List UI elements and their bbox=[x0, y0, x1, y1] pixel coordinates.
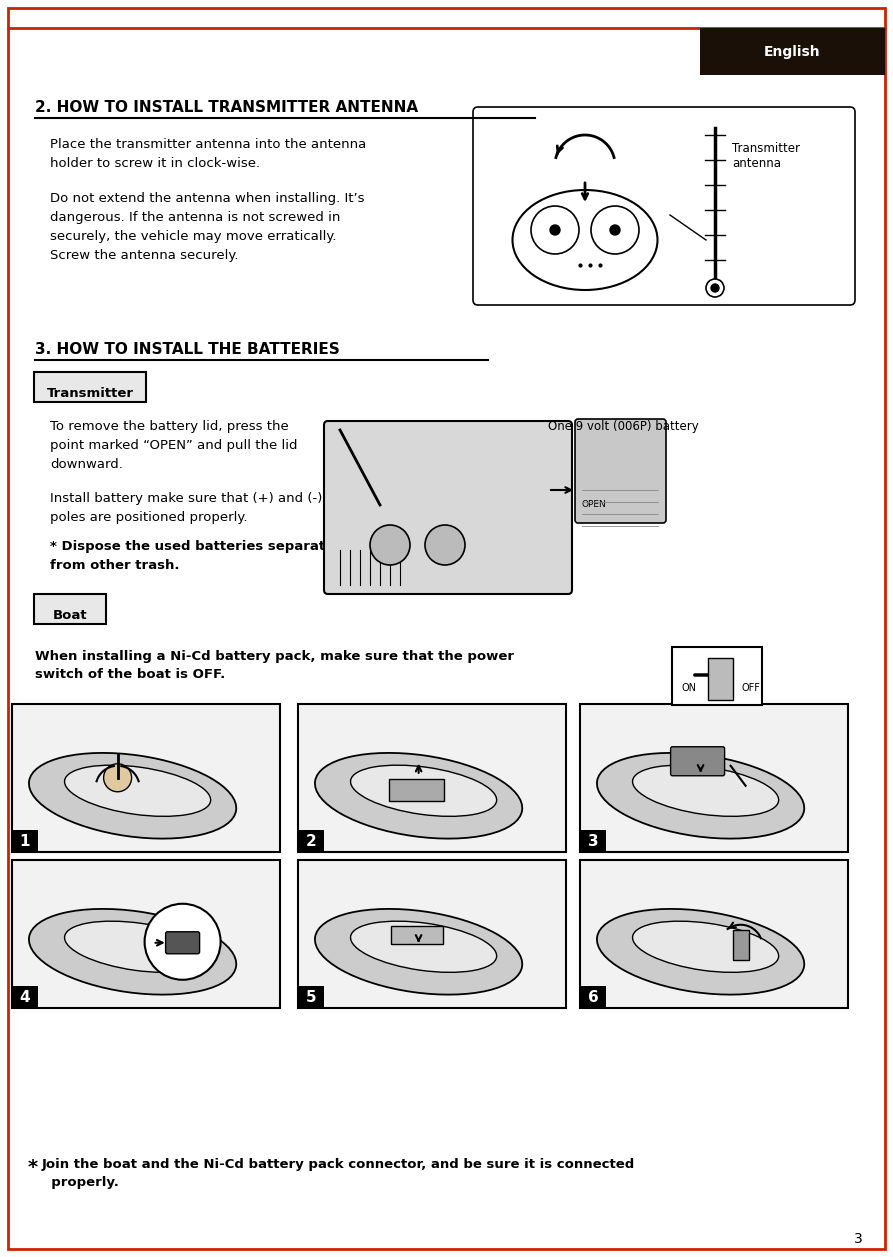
Text: English: English bbox=[764, 45, 821, 59]
Text: Install battery make sure that (+) and (-)
poles are positioned properly.: Install battery make sure that (+) and (… bbox=[50, 491, 322, 524]
Text: Transmitter
antenna: Transmitter antenna bbox=[732, 142, 800, 170]
Bar bbox=[700, 28, 885, 75]
Text: 3: 3 bbox=[588, 833, 598, 848]
Text: 5: 5 bbox=[305, 989, 316, 1004]
FancyBboxPatch shape bbox=[165, 931, 200, 954]
Bar bbox=[298, 860, 566, 1008]
Ellipse shape bbox=[64, 766, 211, 816]
FancyBboxPatch shape bbox=[34, 595, 106, 623]
Text: Boat: Boat bbox=[53, 608, 88, 622]
Circle shape bbox=[591, 206, 639, 254]
Ellipse shape bbox=[597, 909, 805, 994]
Ellipse shape bbox=[632, 766, 779, 816]
Circle shape bbox=[610, 225, 620, 235]
Bar bbox=[580, 985, 606, 1008]
Ellipse shape bbox=[351, 766, 497, 816]
FancyBboxPatch shape bbox=[34, 372, 146, 402]
Bar bbox=[732, 930, 748, 960]
Circle shape bbox=[550, 225, 560, 235]
Text: * Dispose the used batteries separately
from other trash.: * Dispose the used batteries separately … bbox=[50, 541, 347, 572]
FancyBboxPatch shape bbox=[671, 747, 724, 776]
Text: OPEN: OPEN bbox=[582, 500, 606, 509]
Bar bbox=[390, 925, 443, 944]
Bar bbox=[580, 830, 606, 852]
Circle shape bbox=[531, 206, 579, 254]
Bar bbox=[12, 830, 38, 852]
Text: 2: 2 bbox=[305, 833, 316, 848]
Ellipse shape bbox=[315, 753, 522, 838]
Bar bbox=[672, 647, 762, 705]
FancyBboxPatch shape bbox=[324, 421, 572, 595]
Text: Transmitter: Transmitter bbox=[46, 387, 133, 400]
Text: 4: 4 bbox=[20, 989, 30, 1004]
Text: ON: ON bbox=[682, 683, 697, 693]
Text: *: * bbox=[28, 1158, 38, 1177]
Bar bbox=[12, 704, 280, 852]
Bar bbox=[298, 830, 324, 852]
Ellipse shape bbox=[597, 753, 805, 838]
Ellipse shape bbox=[632, 921, 779, 973]
Text: 3: 3 bbox=[854, 1232, 863, 1246]
Ellipse shape bbox=[29, 909, 237, 994]
Bar bbox=[580, 860, 848, 1008]
Text: 2. HOW TO INSTALL TRANSMITTER ANTENNA: 2. HOW TO INSTALL TRANSMITTER ANTENNA bbox=[35, 101, 418, 114]
Text: When installing a Ni-Cd battery pack, make sure that the power
switch of the boa: When installing a Ni-Cd battery pack, ma… bbox=[35, 650, 514, 681]
Text: Place the transmitter antenna into the antenna
holder to screw it in clock-wise.: Place the transmitter antenna into the a… bbox=[50, 138, 366, 170]
Bar bbox=[298, 985, 324, 1008]
FancyBboxPatch shape bbox=[575, 419, 666, 523]
Ellipse shape bbox=[64, 921, 211, 973]
FancyBboxPatch shape bbox=[473, 107, 855, 305]
Bar bbox=[580, 704, 848, 852]
Bar bbox=[708, 657, 733, 700]
Bar bbox=[388, 779, 444, 801]
Ellipse shape bbox=[29, 753, 237, 838]
Text: 3. HOW TO INSTALL THE BATTERIES: 3. HOW TO INSTALL THE BATTERIES bbox=[35, 342, 339, 357]
Circle shape bbox=[706, 279, 724, 297]
Circle shape bbox=[711, 284, 719, 292]
Text: To remove the battery lid, press the
point marked “OPEN” and pull the lid
downwa: To remove the battery lid, press the poi… bbox=[50, 420, 297, 471]
Text: Join the boat and the Ni-Cd battery pack connector, and be sure it is connected
: Join the boat and the Ni-Cd battery pack… bbox=[42, 1158, 635, 1189]
Circle shape bbox=[370, 525, 410, 564]
Text: 6: 6 bbox=[588, 989, 598, 1004]
Circle shape bbox=[425, 525, 465, 564]
Circle shape bbox=[145, 904, 221, 979]
Text: 1: 1 bbox=[20, 833, 30, 848]
Bar bbox=[298, 704, 566, 852]
Text: Do not extend the antenna when installing. It’s
dangerous. If the antenna is not: Do not extend the antenna when installin… bbox=[50, 192, 364, 261]
Bar bbox=[12, 860, 280, 1008]
Text: OFF: OFF bbox=[742, 683, 761, 693]
Bar bbox=[12, 985, 38, 1008]
Circle shape bbox=[104, 764, 131, 792]
Ellipse shape bbox=[315, 909, 522, 994]
Ellipse shape bbox=[351, 921, 497, 973]
Text: One 9 volt (006P) battery: One 9 volt (006P) battery bbox=[548, 420, 698, 432]
Ellipse shape bbox=[513, 190, 657, 290]
